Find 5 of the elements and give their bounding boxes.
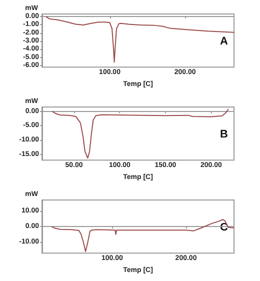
line-series (52, 108, 230, 159)
annotation: A (220, 36, 228, 48)
line-series (45, 16, 234, 63)
annotation: B (220, 128, 228, 140)
line-series (51, 219, 234, 252)
